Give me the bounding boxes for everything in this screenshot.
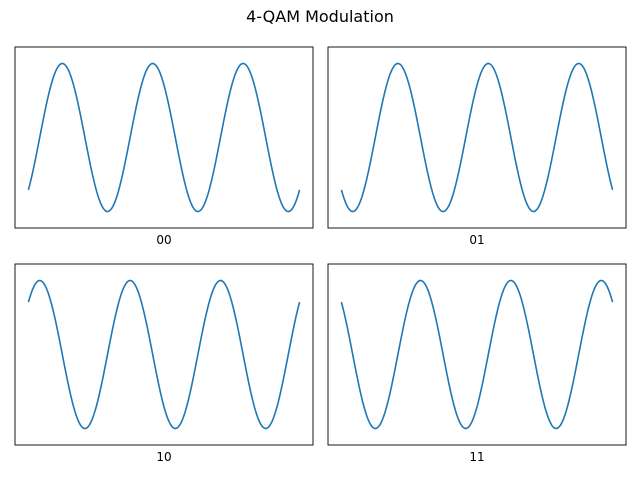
x-axis-label-11: 11 xyxy=(469,450,484,464)
series-line-10-0 xyxy=(27,279,301,430)
series-line-00-0 xyxy=(27,62,301,213)
axes-frame-00 xyxy=(14,46,314,229)
axes-frame-11 xyxy=(327,263,627,446)
subplot-10: 10 xyxy=(14,263,314,464)
subplot-00: 00 xyxy=(14,46,314,247)
axes-frame-10 xyxy=(14,263,314,446)
axes-frame-01 xyxy=(327,46,627,229)
series-line-01-0 xyxy=(340,62,614,213)
x-axis-label-10: 10 xyxy=(156,450,171,464)
x-axis-label-01: 01 xyxy=(469,233,484,247)
x-axis-label-00: 00 xyxy=(156,233,171,247)
series-line-11-0 xyxy=(340,279,614,430)
figure-title: 4-QAM Modulation xyxy=(246,7,394,26)
subplot-01: 01 xyxy=(327,46,627,247)
subplot-11: 11 xyxy=(327,263,627,464)
